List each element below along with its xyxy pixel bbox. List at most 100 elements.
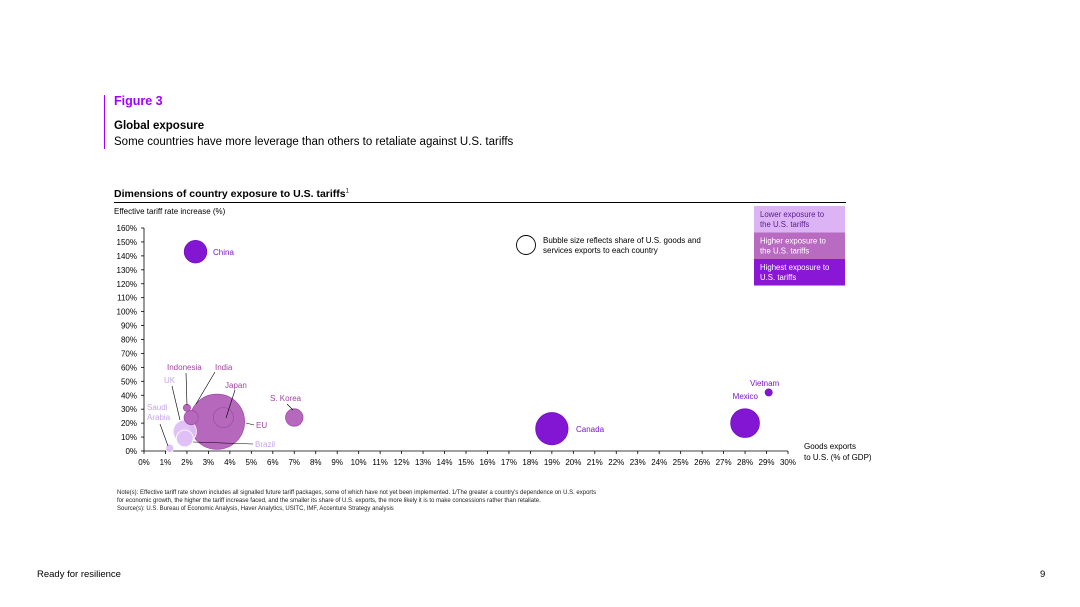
bubble-s-korea bbox=[285, 408, 304, 427]
y-tick-label: 70% bbox=[121, 349, 137, 358]
y-tick-label: 0% bbox=[125, 447, 137, 456]
bubble-canada bbox=[535, 412, 569, 446]
legend-label: Highest exposure to bbox=[760, 263, 830, 272]
leader-line-uk bbox=[171, 385, 181, 421]
bubble-note-line1: Bubble size reflects share of U.S. goods… bbox=[543, 236, 701, 245]
x-tick-label: 13% bbox=[415, 458, 431, 467]
y-tick-label: 120% bbox=[117, 280, 137, 289]
label-s-korea: S. Korea bbox=[270, 394, 302, 403]
leader-line-eu bbox=[245, 422, 255, 426]
y-tick-label: 10% bbox=[121, 433, 137, 442]
label-canada: Canada bbox=[576, 425, 605, 434]
label-vietnam: Vietnam bbox=[750, 379, 780, 388]
x-tick-label: 21% bbox=[587, 458, 603, 467]
x-tick-label: 22% bbox=[608, 458, 624, 467]
label-eu: EU bbox=[256, 421, 267, 430]
legend-label: the U.S. tariffs bbox=[760, 220, 809, 229]
legend-swatch bbox=[754, 206, 845, 233]
bubble-india bbox=[183, 410, 199, 426]
bubble-size-key bbox=[516, 235, 536, 255]
x-tick-label: 16% bbox=[479, 458, 495, 467]
x-tick-label: 5% bbox=[246, 458, 258, 467]
bubble-china bbox=[183, 240, 208, 264]
y-tick-label: 150% bbox=[117, 238, 137, 247]
chart-title-text: Dimensions of country exposure to U.S. t… bbox=[114, 188, 346, 200]
x-tick-label: 8% bbox=[310, 458, 322, 467]
title-rule bbox=[114, 202, 846, 203]
bubble-brazil bbox=[175, 429, 194, 448]
leader-line-saudi-arabia bbox=[159, 423, 169, 447]
y-tick-label: 30% bbox=[121, 405, 137, 414]
note-line: for economic growth, the higher the tari… bbox=[117, 498, 541, 504]
x-tick-label: 2% bbox=[181, 458, 193, 467]
legend-label: Lower exposure to bbox=[760, 210, 825, 219]
page-subtitle: Some countries have more leverage than o… bbox=[114, 136, 514, 148]
label-china: China bbox=[213, 248, 234, 257]
leader-line-india bbox=[195, 371, 216, 405]
page-title: Global exposure bbox=[114, 120, 205, 132]
label-uk: UK bbox=[164, 376, 176, 385]
x-tick-label: 18% bbox=[522, 458, 538, 467]
x-tick-label: 9% bbox=[331, 458, 343, 467]
x-tick-label: 3% bbox=[203, 458, 215, 467]
x-tick-label: 1% bbox=[160, 458, 172, 467]
label-indonesia: Indonesia bbox=[167, 363, 202, 372]
x-tick-label: 25% bbox=[673, 458, 689, 467]
y-tick-label: 20% bbox=[121, 419, 137, 428]
legend-label: the U.S. tariffs bbox=[760, 247, 809, 256]
x-tick-label: 28% bbox=[737, 458, 753, 467]
bubble-indonesia bbox=[182, 403, 191, 412]
x-tick-label: 11% bbox=[372, 458, 387, 467]
source-line: Source(s): U.S. Bureau of Economic Analy… bbox=[117, 506, 394, 512]
x-tick-label: 23% bbox=[630, 458, 646, 467]
leader-line-brazil bbox=[192, 441, 254, 445]
x-tick-label: 20% bbox=[565, 458, 581, 467]
chart-title-footnote-mark: 1 bbox=[345, 188, 349, 195]
figure-label: Figure 3 bbox=[114, 94, 163, 108]
bubble-vietnam bbox=[764, 388, 773, 397]
leader-line-indonesia bbox=[185, 372, 188, 406]
x-tick-label: 19% bbox=[544, 458, 560, 467]
label-saudi-arabia-2: Arabia bbox=[147, 413, 171, 422]
x-tick-label: 30% bbox=[780, 458, 796, 467]
legend-label: U.S. tariffs bbox=[760, 273, 796, 282]
y-tick-label: 50% bbox=[121, 377, 137, 386]
bubble-mexico bbox=[730, 408, 760, 438]
x-axis-title-line2: to U.S. (% of GDP) bbox=[804, 453, 872, 462]
x-tick-label: 14% bbox=[437, 458, 453, 467]
label-mexico: Mexico bbox=[733, 392, 759, 401]
y-tick-label: 100% bbox=[117, 308, 137, 317]
legend-swatch bbox=[754, 259, 845, 286]
bubble-japan bbox=[212, 407, 234, 429]
x-tick-label: 24% bbox=[651, 458, 667, 467]
x-tick-label: 10% bbox=[351, 458, 367, 467]
legend-label: Higher exposure to bbox=[760, 237, 827, 246]
y-tick-label: 110% bbox=[117, 294, 137, 303]
x-tick-label: 17% bbox=[501, 458, 517, 467]
label-saudi-arabia: Saudi bbox=[147, 403, 168, 412]
y-tick-label: 160% bbox=[117, 224, 137, 233]
y-tick-label: 140% bbox=[117, 252, 137, 261]
leader-line-s-korea bbox=[286, 403, 294, 411]
x-tick-label: 29% bbox=[759, 458, 775, 467]
y-tick-label: 60% bbox=[121, 363, 137, 372]
x-tick-label: 7% bbox=[288, 458, 300, 467]
y-axis-title: Effective tariff rate increase (%) bbox=[114, 207, 226, 216]
accent-bar bbox=[104, 95, 105, 149]
note-line: Note(s): Effective tariff rate shown inc… bbox=[117, 490, 597, 496]
y-tick-label: 80% bbox=[121, 336, 137, 345]
x-tick-label: 6% bbox=[267, 458, 279, 467]
x-tick-label: 26% bbox=[694, 458, 710, 467]
y-tick-label: 130% bbox=[117, 266, 137, 275]
leader-line-japan bbox=[225, 389, 236, 419]
label-japan: Japan bbox=[225, 381, 247, 390]
x-tick-label: 4% bbox=[224, 458, 236, 467]
x-tick-label: 12% bbox=[394, 458, 410, 467]
footer-title: Ready for resilience bbox=[37, 569, 121, 580]
x-tick-label: 15% bbox=[458, 458, 474, 467]
notes: Note(s): Effective tariff rate shown inc… bbox=[117, 489, 677, 513]
bubble-saudi-arabia bbox=[165, 443, 175, 453]
y-tick-label: 90% bbox=[121, 322, 137, 331]
y-tick-label: 40% bbox=[121, 391, 137, 400]
